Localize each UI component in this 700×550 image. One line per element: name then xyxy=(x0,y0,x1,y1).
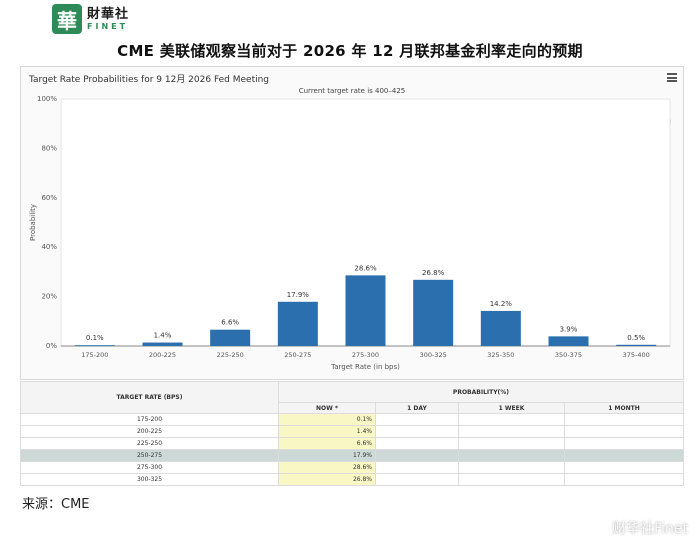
cell-now: 17.9% xyxy=(278,449,376,462)
cell-empty xyxy=(375,461,459,474)
cell-empty xyxy=(564,437,684,450)
cell-empty xyxy=(564,461,684,474)
cell-empty xyxy=(458,437,565,450)
bar xyxy=(480,310,521,346)
bar-data-label: 17.9% xyxy=(287,291,310,299)
cell-now: 0.1% xyxy=(278,413,376,426)
bar xyxy=(616,344,657,346)
table-row: 300-325 26.8% xyxy=(20,473,684,486)
cell-empty xyxy=(375,449,459,462)
bar xyxy=(74,345,115,346)
bar-data-label: 0.1% xyxy=(86,334,104,342)
y-tick-label: 20% xyxy=(41,293,57,301)
cell-rate: 200-225 xyxy=(20,425,279,438)
cell-empty xyxy=(564,473,684,486)
chart-menu-icon[interactable] xyxy=(667,73,677,82)
cell-rate: 300-325 xyxy=(20,473,279,486)
cell-empty xyxy=(375,425,459,438)
cell-rate: 250-275 xyxy=(20,449,279,462)
cell-empty xyxy=(564,449,684,462)
header-probability: PROBABILITY(%) xyxy=(278,381,684,403)
watermark-bottom: 财华社Finet xyxy=(612,521,688,537)
x-tick-label: 200-225 xyxy=(149,351,176,359)
cell-now: 1.4% xyxy=(278,425,376,438)
source-note: 来源：CME xyxy=(22,497,90,512)
chart-subtitle: Current target rate is 400–425 xyxy=(298,87,406,95)
table-body: 175-200 0.1% 200-225 1.4% 225-250 6.6% 250-275… xyxy=(20,413,684,486)
chart-svg: 0% 20% 40% 60% 80% 100% Probability 0.1% 175-200… xyxy=(29,95,671,371)
x-tick-label: 275-300 xyxy=(352,351,379,359)
logo-name: 財華社 xyxy=(87,6,130,22)
subheader-1week: 1 WEEK xyxy=(458,402,565,414)
page-title: CME 美联储观察当前对于 2026 年 12 月联邦基金利率走向的预期 xyxy=(117,42,583,60)
cell-empty xyxy=(458,461,565,474)
cell-empty xyxy=(458,413,565,426)
x-tick-label: 225-250 xyxy=(217,351,244,359)
y-tick-label: 80% xyxy=(41,144,57,152)
y-tick-label: 60% xyxy=(41,194,57,202)
x-tick-label: 375-400 xyxy=(623,351,650,359)
logo-mark: 華 xyxy=(52,4,82,34)
chart-title: Target Rate Probabilities for 9 12月 2026… xyxy=(29,75,270,85)
y-tick-label: 100% xyxy=(37,95,57,103)
bar-data-label: 28.6% xyxy=(354,264,377,272)
x-tick-label: 300-325 xyxy=(420,351,447,359)
x-tick-label: 325-350 xyxy=(487,351,514,359)
y-tick-label: 40% xyxy=(41,243,57,251)
y-tick-label: 0% xyxy=(46,342,57,350)
logo-text: 財華社 FINET xyxy=(87,8,129,31)
table-row: 275-300 28.6% xyxy=(20,461,684,474)
cell-now: 28.6% xyxy=(278,461,376,474)
finet-logo: 華 財華社 FINET xyxy=(52,4,129,34)
x-tick-label: 250-275 xyxy=(284,351,311,359)
y-axis-label: Probability xyxy=(29,204,37,241)
cell-now: 26.8% xyxy=(278,473,376,486)
cell-rate: 225-250 xyxy=(20,437,279,450)
x-axis-label: Target Rate (in bps) xyxy=(330,363,400,371)
bar-data-label: 0.5% xyxy=(627,334,645,342)
table-row: 250-275 17.9% xyxy=(20,449,684,462)
bar xyxy=(413,279,454,346)
x-tick-label: 175-200 xyxy=(81,351,108,359)
bar-data-label: 14.2% xyxy=(490,300,513,308)
table-row: 225-250 6.6% xyxy=(20,437,684,450)
bar xyxy=(210,329,251,346)
cell-empty xyxy=(458,425,565,438)
subheader-1month: 1 MONTH xyxy=(564,402,684,414)
header-target-rate: TARGET RATE (BPS) xyxy=(20,381,279,414)
subheader-1day: 1 DAY xyxy=(375,402,459,414)
cell-rate: 275-300 xyxy=(20,461,279,474)
cell-empty xyxy=(564,425,684,438)
bar-data-label: 26.8% xyxy=(422,269,445,277)
subheader-now: NOW * xyxy=(278,402,376,414)
bar xyxy=(345,275,386,346)
x-tick-label: 350-375 xyxy=(555,351,582,359)
cell-empty xyxy=(375,473,459,486)
cell-empty xyxy=(375,413,459,426)
cell-rate: 175-200 xyxy=(20,413,279,426)
cell-now: 6.6% xyxy=(278,437,376,450)
cell-empty xyxy=(458,449,565,462)
cell-empty xyxy=(564,413,684,426)
bar-data-label: 1.4% xyxy=(154,332,172,340)
logo-en: FINET xyxy=(87,21,129,31)
table-row: 200-225 1.4% xyxy=(20,425,684,438)
bar xyxy=(548,336,589,346)
bar-data-label: 6.6% xyxy=(221,319,239,327)
table-row: 175-200 0.1% xyxy=(20,413,684,426)
probability-table: TARGET RATE (BPS) PROBABILITY(%) NOW * 1… xyxy=(20,381,684,486)
cell-empty xyxy=(375,437,459,450)
bar xyxy=(277,301,318,346)
bar-data-label: 3.9% xyxy=(560,325,578,333)
bar xyxy=(142,342,183,346)
cell-empty xyxy=(458,473,565,486)
